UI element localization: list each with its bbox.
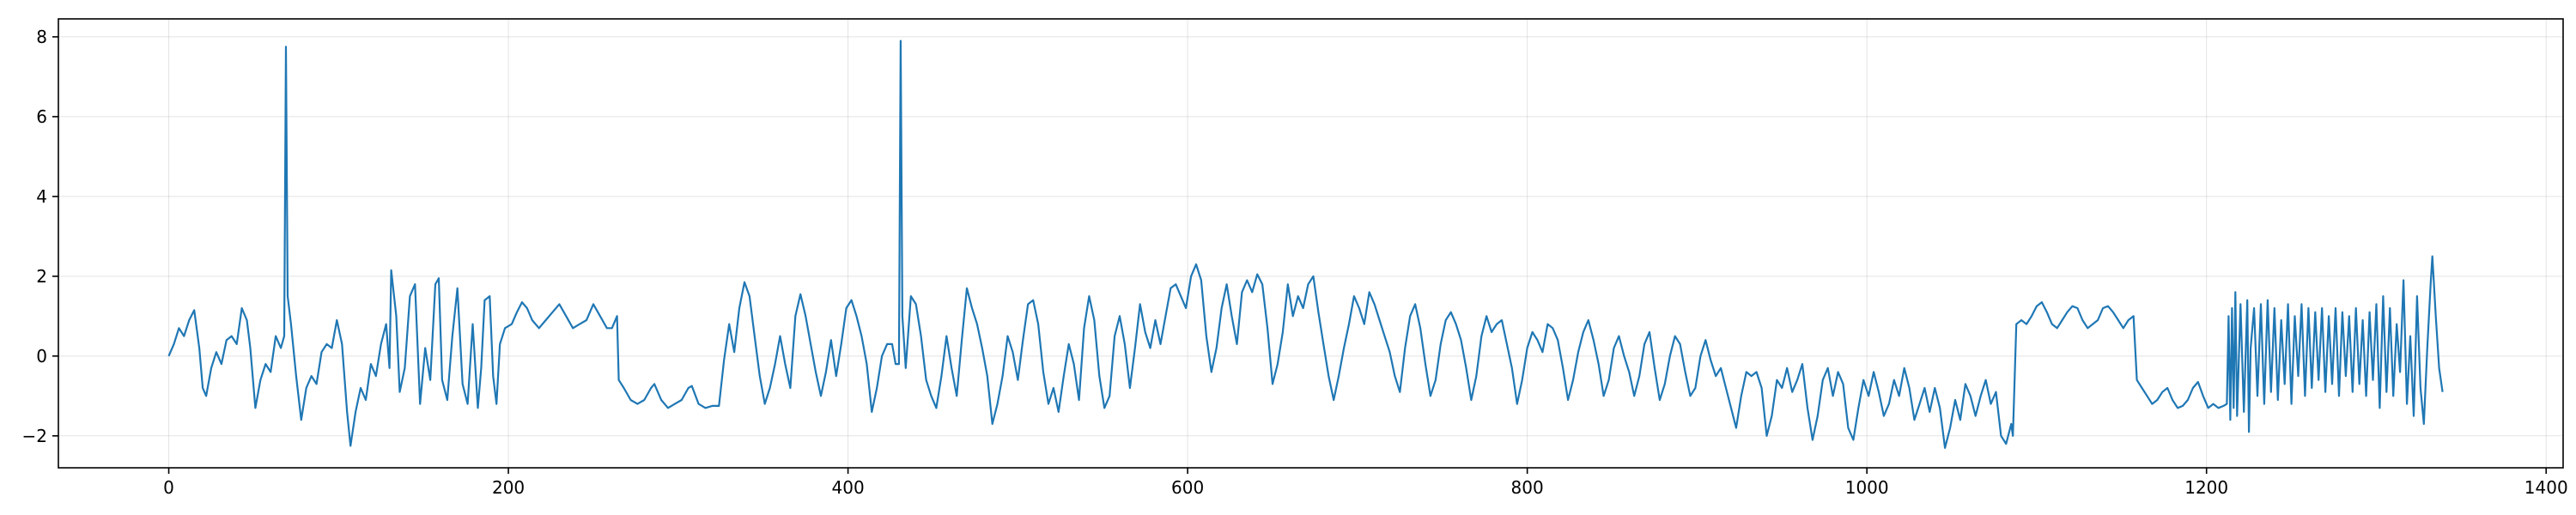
series-line bbox=[167, 39, 2444, 449]
x-tick-label: 1400 bbox=[2524, 477, 2568, 498]
grid-layer bbox=[58, 19, 2563, 468]
x-tick-label: 400 bbox=[832, 477, 865, 498]
x-tick-label: 1200 bbox=[2184, 477, 2228, 498]
x-tick-label: 0 bbox=[163, 477, 174, 498]
tick-layer: 0 200 400 600 800 1000 1200 1400 −2 0 2 4 6 8 bbox=[22, 27, 2568, 498]
y-tick-label: 4 bbox=[36, 186, 47, 207]
x-tick-label: 200 bbox=[492, 477, 525, 498]
y-tick-label: −2 bbox=[22, 426, 47, 446]
y-tick-label: 2 bbox=[36, 266, 47, 287]
y-tick-label: 6 bbox=[36, 106, 47, 127]
plot-frame bbox=[58, 18, 2564, 469]
x-tick-label: 1000 bbox=[1845, 477, 1889, 498]
x-tick-label: 600 bbox=[1171, 477, 1204, 498]
y-tick-label: 0 bbox=[36, 346, 47, 367]
x-tick-label: 800 bbox=[1511, 477, 1544, 498]
series-layer bbox=[167, 39, 2444, 449]
y-tick-label: 8 bbox=[36, 27, 47, 47]
